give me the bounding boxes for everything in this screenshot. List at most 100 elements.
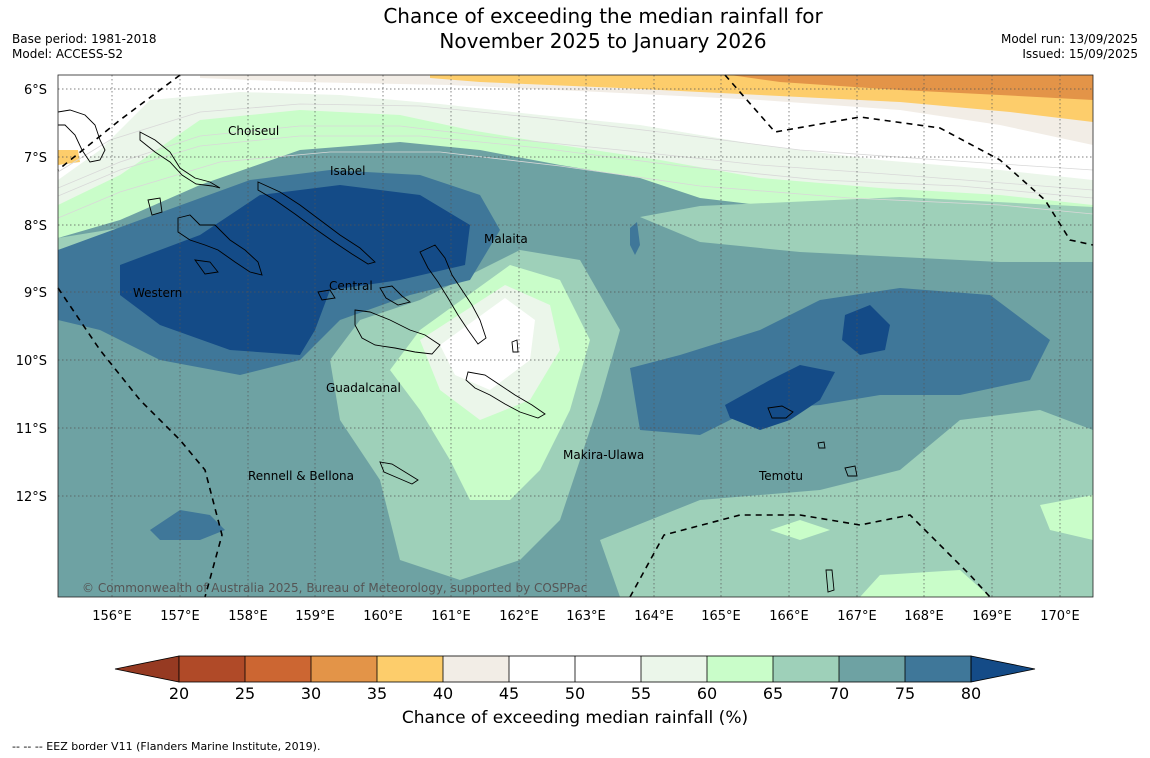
lon-label: 167°E [837,609,877,624]
place-label-choiseul: Choiseul [228,124,279,138]
lon-label: 165°E [701,609,741,624]
bougainville-coast [58,109,106,163]
colorbar-tick-labels: 20 25 30 35 40 45 50 55 60 65 70 75 80 [169,684,981,703]
title-line-1: Chance of exceeding the median rainfall … [383,4,823,28]
colorbar-segment [707,656,773,682]
isabel-coast [257,181,376,265]
colorbar-tick: 55 [631,684,651,703]
colorbar-tick: 25 [235,684,255,703]
colorbar-tick: 75 [895,684,915,703]
band-80-plus-northeast [842,305,890,355]
lon-label: 159°E [295,609,335,624]
lat-label: 7°S [24,151,47,166]
base-period: Base period: 1981-2018 [12,32,157,46]
map-frame [57,74,1094,598]
lon-label: 156°E [92,609,132,624]
colorbar-segment [377,656,443,682]
makira-coast [465,371,546,419]
malaita-small [511,339,519,353]
band-35-40-west [58,150,80,165]
graticule [58,75,1093,597]
colorbar-tick: 50 [565,684,585,703]
lat-label: 6°S [24,83,47,98]
lon-label: 166°E [769,609,809,624]
choiseul-coast [139,131,221,189]
lat-label: 8°S [24,219,47,234]
place-label-western: Western [133,286,182,300]
latitude-labels: 6°S 7°S 8°S 9°S 10°S 11°S 12°S [16,83,47,505]
colorbar-tick: 30 [301,684,321,703]
band-65-70-southeast [600,410,1093,597]
colorbar-tick: 20 [169,684,189,703]
run-info: Model run: 13/09/2025 Issued: 15/09/2025 [1001,32,1138,62]
lon-label: 161°E [431,609,471,624]
colorbar-tick: 45 [499,684,519,703]
lat-label: 11°S [16,422,47,437]
colorbar-segment [773,656,839,682]
lon-label: 157°E [160,609,200,624]
eez-border-northeast [724,74,1094,246]
longitude-labels: 156°E 157°E 158°E 159°E 160°E 161°E 162°… [92,609,1080,624]
lon-label: 164°E [634,609,674,624]
title-line-2: November 2025 to January 2026 [439,29,767,53]
colorbar-segment [311,656,377,682]
place-label-central: Central [329,279,373,293]
contour-lines [58,103,1093,219]
central-islands [317,285,412,306]
issued-date: Issued: 15/09/2025 [1022,47,1138,61]
colorbar: 20 25 30 35 40 45 50 55 60 65 70 75 80 [114,655,1036,703]
colorbar-dividers [244,656,906,682]
copyright-notice: © Commonwealth of Australia 2025, Bureau… [82,581,587,595]
southeast-small [825,569,835,593]
colorbar-tick: 35 [367,684,387,703]
place-label-isabel: Isabel [330,164,365,178]
colorbar-segment [179,656,245,682]
lon-label: 160°E [363,609,403,624]
base-info: Base period: 1981-2018 Model: ACCESS-S2 [12,32,157,62]
colorbar-tick: 40 [433,684,453,703]
eez-borders [57,74,1094,598]
model-name: Model: ACCESS-S2 [12,47,124,61]
place-label-guadalcanal: Guadalcanal [326,381,401,395]
eez-border-northwest [57,74,181,171]
band-80-plus-west [120,185,470,355]
place-label-malaita: Malaita [484,232,528,246]
eez-footnote: -- -- -- EEZ border V11 (Flanders Marine… [12,740,321,753]
rennell-coast [379,461,419,485]
band-white-south [440,298,535,390]
colorbar-tick: 70 [829,684,849,703]
band-75-80-south [150,510,225,540]
colorbar-tick: 60 [697,684,717,703]
small-island-2 [194,259,219,275]
lon-label: 162°E [499,609,539,624]
colorbar-tick: 80 [961,684,981,703]
place-label-makira-ulawa: Makira-Ulawa [563,448,644,462]
band-80-plus-east [725,365,835,430]
malaita-coast [419,244,487,345]
colorbar-segment [905,656,971,682]
band-75-80-small [630,222,640,255]
guadalcanal-coast [354,309,441,355]
place-label-rennell-bellona: Rennell & Bellona [248,469,354,483]
lat-label: 10°S [16,354,47,369]
band-75-80-east [630,288,1050,435]
colorbar-label: Chance of exceeding median rainfall (%) [401,708,749,728]
colorbar-segment [839,656,905,682]
coastlines [58,109,858,593]
colorbar-segment [641,656,707,682]
colorbar-segment [443,656,509,682]
temotu-santa-cruz [767,405,858,477]
place-label-temotu: Temotu [758,469,803,483]
lat-label: 9°S [24,286,47,301]
chart-title: Chance of exceeding the median rainfall … [0,4,1150,54]
colorbar-tick: 65 [763,684,783,703]
lon-label: 170°E [1040,609,1080,624]
probability-field [58,75,1093,597]
band-65-70-east [640,197,1093,262]
model-run: Model run: 13/09/2025 [1000,32,1138,46]
lon-label: 168°E [904,609,944,624]
lat-label: 12°S [16,490,47,505]
eez-border-west [57,287,223,598]
lon-label: 163°E [566,609,606,624]
